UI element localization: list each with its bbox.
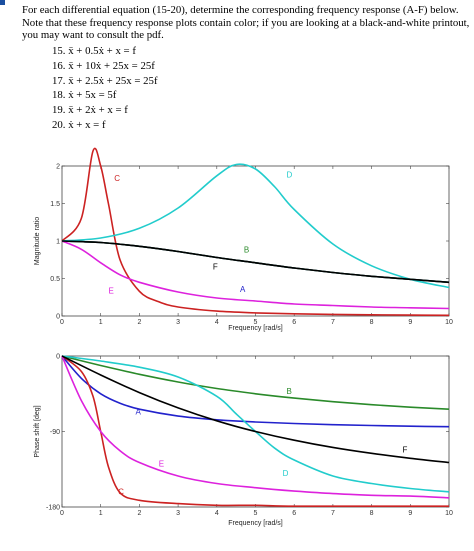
y-tick-label: 1.5 xyxy=(50,201,60,208)
series-label-e: E xyxy=(108,287,113,296)
x-tick-label: 7 xyxy=(331,510,335,517)
series-label-b: B xyxy=(286,387,291,396)
series-line-f xyxy=(61,240,450,284)
chart-2: 0 1 2 3 4 5 6 7 8 9 10 0 -90 -180 Frequency [rad/s] Pha… xyxy=(34,354,453,528)
x-tick-label: 9 xyxy=(408,319,412,326)
equation-18: 18. ẋ + 5x = 5f xyxy=(52,89,117,102)
y-tick-label: 0 xyxy=(56,354,60,361)
x-axis-label: Frequency [rad/s] xyxy=(228,325,283,332)
x-tick-label: 10 xyxy=(445,319,453,326)
x-tick-label: 4 xyxy=(215,319,219,326)
x-tick-label: 9 xyxy=(408,510,412,517)
intro-paragraph: For each differential equation (15-20), … xyxy=(22,4,470,41)
x-tick-label: 4 xyxy=(215,510,219,517)
series-line-d xyxy=(61,355,450,493)
series-label-f: F xyxy=(213,263,218,272)
x-tick-label: 3 xyxy=(176,319,180,326)
series-line-c xyxy=(61,355,449,508)
x-tick-label: 5 xyxy=(254,319,258,326)
equation-list: 15. ẍ + 0.5ẋ + x = f 16. ẍ + 10ẋ + 25x =… xyxy=(52,44,158,133)
y-tick-label: 0.5 xyxy=(50,276,60,283)
x-tick-label: 5 xyxy=(254,510,258,517)
y-tick-label: 2 xyxy=(56,164,60,171)
series-line-f xyxy=(61,355,450,464)
series-line-d xyxy=(61,163,450,289)
x-tick-label: 1 xyxy=(99,319,103,326)
series-label-c: C xyxy=(118,487,124,496)
series-label-d: D xyxy=(283,469,289,478)
equation-15: 15. ẍ + 0.5ẋ + x = f xyxy=(52,45,136,57)
x-tick-label: 1 xyxy=(99,510,103,517)
x-tick-label: 6 xyxy=(292,510,296,517)
series-label-e: E xyxy=(159,460,164,469)
series-line-e xyxy=(61,355,450,499)
x-tick-label: 8 xyxy=(370,319,374,326)
series-line-e xyxy=(61,240,450,310)
y-axis-label: Magnitude ratio xyxy=(34,217,41,265)
series-label-a: A xyxy=(240,285,246,294)
equation-19: 19. ẍ + 2ẋ + x = f xyxy=(52,104,128,117)
x-tick-label: 6 xyxy=(292,319,296,326)
x-tick-label: 2 xyxy=(137,319,141,326)
equation-16: 16. ẍ + 10ẋ + 25x = 25f xyxy=(52,59,155,72)
series-label-a: A xyxy=(136,408,142,417)
x-tick-label: 0 xyxy=(60,510,64,517)
y-tick-label: -90 xyxy=(50,429,60,436)
chart-1: 0 1 2 3 4 5 6 7 8 9 10 0 0.5 1 1.5 2 Frequency [rad/s] Ma… xyxy=(34,147,453,332)
x-tick-label: 8 xyxy=(370,510,374,517)
y-tick-label: 1 xyxy=(56,239,60,246)
x-tick-label: 0 xyxy=(60,319,64,326)
x-axis-label: Frequency [rad/s] xyxy=(228,520,283,527)
series-label-c: C xyxy=(114,174,120,183)
series-label-f: F xyxy=(403,445,408,454)
series-label-d: D xyxy=(286,170,292,179)
y-axis-label: Phase shift [deg] xyxy=(34,405,41,457)
y-tick-label: 0 xyxy=(56,314,60,321)
x-tick-label: 2 xyxy=(137,510,141,517)
series-label-b: B xyxy=(244,245,249,254)
equation-17: 17. ẍ + 2.5ẋ + 25x = 25f xyxy=(52,74,158,87)
equation-20: 20. ẋ + x = f xyxy=(52,118,106,131)
x-tick-label: 10 xyxy=(445,510,453,517)
x-tick-label: 3 xyxy=(176,510,180,517)
corner-marker xyxy=(0,0,5,5)
series-line-c xyxy=(61,147,450,317)
y-tick-label: -180 xyxy=(46,505,60,512)
x-tick-label: 7 xyxy=(331,319,335,326)
plot-frame xyxy=(61,165,450,317)
series-line-b xyxy=(61,355,450,410)
series-line-a xyxy=(61,355,450,428)
